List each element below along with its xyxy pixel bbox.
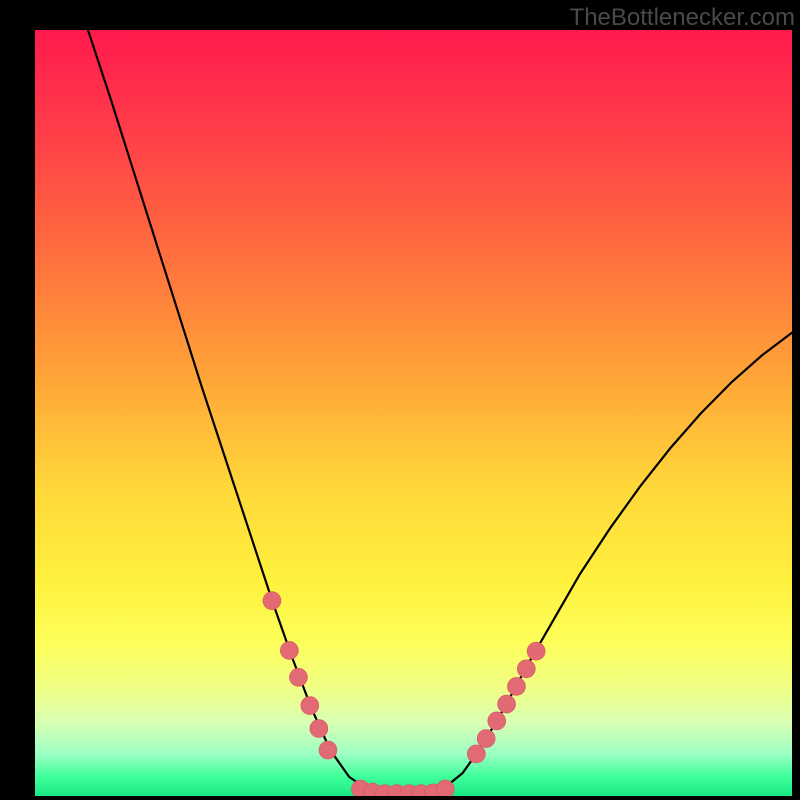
plot-area <box>35 30 792 796</box>
data-point <box>517 660 535 678</box>
data-point <box>498 695 516 713</box>
data-point <box>280 641 298 659</box>
data-point <box>467 745 485 763</box>
data-point <box>301 697 319 715</box>
gradient-background <box>35 30 792 796</box>
chart-svg <box>35 30 792 796</box>
data-point <box>319 741 337 759</box>
data-point <box>507 677 525 695</box>
data-point <box>310 720 328 738</box>
data-point <box>527 642 545 660</box>
data-point <box>436 780 454 796</box>
data-point <box>263 592 281 610</box>
data-point <box>477 730 495 748</box>
data-point <box>488 712 506 730</box>
watermark-text: TheBottlenecker.com <box>570 4 795 32</box>
chart-frame: TheBottlenecker.com <box>0 0 800 800</box>
data-point <box>289 668 307 686</box>
